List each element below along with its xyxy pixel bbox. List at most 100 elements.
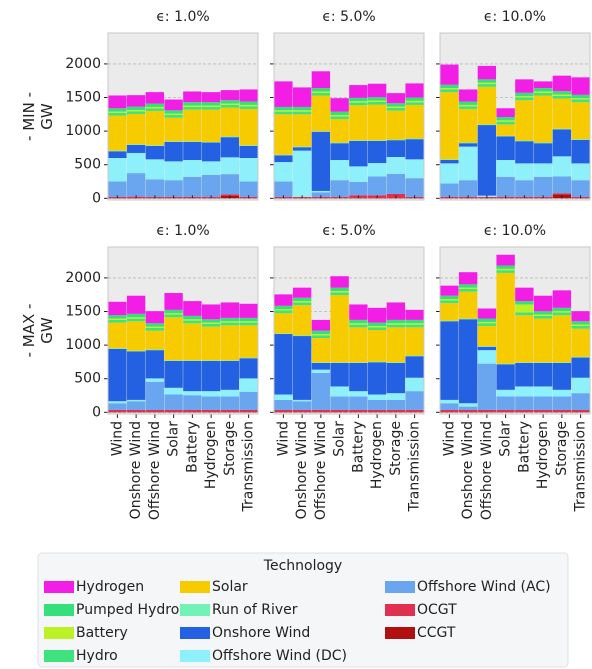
- bar-segment: [201, 319, 221, 323]
- bar-segment: [126, 295, 146, 314]
- bar-segment: [367, 101, 387, 105]
- bar-segment: [220, 104, 240, 108]
- x-tick-label: Offshore Wind: [147, 421, 163, 520]
- bar-segment: [108, 315, 127, 319]
- legend-swatch: [180, 650, 210, 662]
- bar-segment: [164, 161, 183, 181]
- bar-segment: [440, 84, 459, 89]
- bar-segment: [386, 110, 406, 140]
- bar-segment: [145, 145, 165, 160]
- bar-segment: [440, 285, 459, 296]
- bar-segment: [367, 409, 387, 412]
- bar-segment: [220, 136, 240, 138]
- bar-segment: [274, 155, 293, 163]
- x-tick-label: Transmission: [573, 421, 589, 512]
- panel-title: ϵ: 10.0%: [484, 223, 546, 239]
- y-tick-label: 0: [92, 190, 101, 206]
- bar-segment: [126, 173, 146, 197]
- bar-segment: [515, 312, 534, 316]
- bar-segment: [311, 91, 331, 93]
- legend-label: Offshore Wind (AC): [417, 579, 551, 595]
- bar-segment: [552, 362, 572, 363]
- bar-segment: [349, 362, 368, 392]
- bar-segment: [330, 362, 349, 363]
- bar-segment: [239, 409, 258, 412]
- bar-segment: [533, 176, 553, 197]
- bar-segment: [515, 180, 534, 197]
- x-tick-label: Wind: [275, 421, 291, 456]
- bar-segment: [367, 100, 387, 102]
- bar-segment: [274, 111, 293, 115]
- legend-label: Solar: [212, 579, 248, 595]
- x-tick-label: Transmission: [407, 421, 423, 512]
- bar-segment: [405, 355, 424, 357]
- bar-segment: [386, 323, 406, 325]
- bar-segment: [349, 391, 368, 397]
- x-tick-label: Hydrogen: [535, 421, 551, 489]
- bar-segment: [108, 112, 127, 116]
- bar-segment: [164, 360, 183, 388]
- bar-segment: [201, 106, 221, 110]
- bar-segment: [108, 409, 127, 412]
- y-tick-label: 2000: [65, 56, 101, 72]
- bar-segment: [458, 106, 478, 109]
- bar-segment: [458, 287, 478, 290]
- bar-segment: [220, 107, 240, 137]
- bar-segment: [164, 180, 183, 197]
- bar-segment: [349, 102, 368, 106]
- bar-segment: [311, 71, 331, 89]
- bar-segment: [405, 409, 424, 412]
- bar-segment: [405, 356, 424, 378]
- bar-segment: [571, 139, 590, 164]
- bar-segment: [571, 102, 590, 140]
- bar-segment: [386, 327, 406, 363]
- bar-segment: [386, 362, 406, 363]
- bar-segment: [201, 409, 221, 412]
- bar-segment: [405, 309, 424, 320]
- bar-segment: [552, 396, 572, 410]
- bar-segment: [552, 98, 572, 129]
- bar-segment: [330, 292, 349, 296]
- bar-segment: [201, 391, 221, 397]
- bar-segment: [274, 294, 293, 306]
- bar-segment: [220, 317, 240, 322]
- bar-segment: [274, 334, 293, 395]
- bar-segment: [311, 95, 331, 132]
- bar-segment: [367, 176, 387, 196]
- bar-segment: [292, 111, 312, 115]
- bar-segment: [239, 321, 258, 323]
- bar-segment: [164, 117, 183, 142]
- bar-segment: [533, 81, 553, 89]
- bar-segment: [201, 174, 221, 197]
- bar-segment: [515, 140, 534, 142]
- bar-segment: [164, 114, 183, 118]
- bar-segment: [183, 176, 202, 197]
- bar-segment: [311, 334, 331, 336]
- y-tick-label: 1500: [65, 304, 101, 320]
- bar-segment: [183, 391, 202, 396]
- bar-segment: [220, 137, 240, 158]
- bar-segment: [145, 92, 165, 104]
- bar-segment: [533, 143, 553, 164]
- legend-swatch: [180, 604, 210, 616]
- bar-segment: [311, 369, 331, 374]
- bar-segment: [515, 287, 534, 302]
- bar-segment: [458, 406, 478, 410]
- bar-segment: [164, 409, 183, 412]
- panel-title: ϵ: 1.0%: [156, 9, 209, 25]
- bar-segment: [145, 330, 165, 350]
- bar-segment: [405, 327, 424, 356]
- x-tick-label: Onshore Wind: [128, 421, 144, 519]
- bar-segment: [330, 114, 349, 117]
- bar-segment: [330, 98, 349, 112]
- bar-segment: [386, 140, 406, 157]
- bar-segment: [239, 101, 258, 105]
- bar-segment: [552, 129, 572, 157]
- bar-segment: [292, 87, 312, 107]
- bar-segment: [477, 308, 497, 319]
- bar-segment: [477, 363, 497, 410]
- bar-segment: [108, 181, 127, 197]
- bar-segment: [330, 180, 349, 197]
- x-tick-label: Battery: [184, 421, 200, 473]
- legend-label: OCGT: [417, 602, 457, 618]
